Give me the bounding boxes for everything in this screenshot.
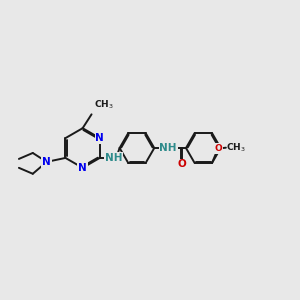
Text: CH$_3$: CH$_3$ <box>94 99 113 111</box>
Text: N: N <box>78 163 87 173</box>
Text: CH$_3$: CH$_3$ <box>226 141 246 154</box>
Text: O: O <box>214 144 222 153</box>
Text: NH: NH <box>105 153 122 163</box>
Text: N: N <box>42 157 51 167</box>
Text: NH: NH <box>159 143 177 153</box>
Text: N: N <box>95 133 104 143</box>
Text: O: O <box>178 159 186 170</box>
